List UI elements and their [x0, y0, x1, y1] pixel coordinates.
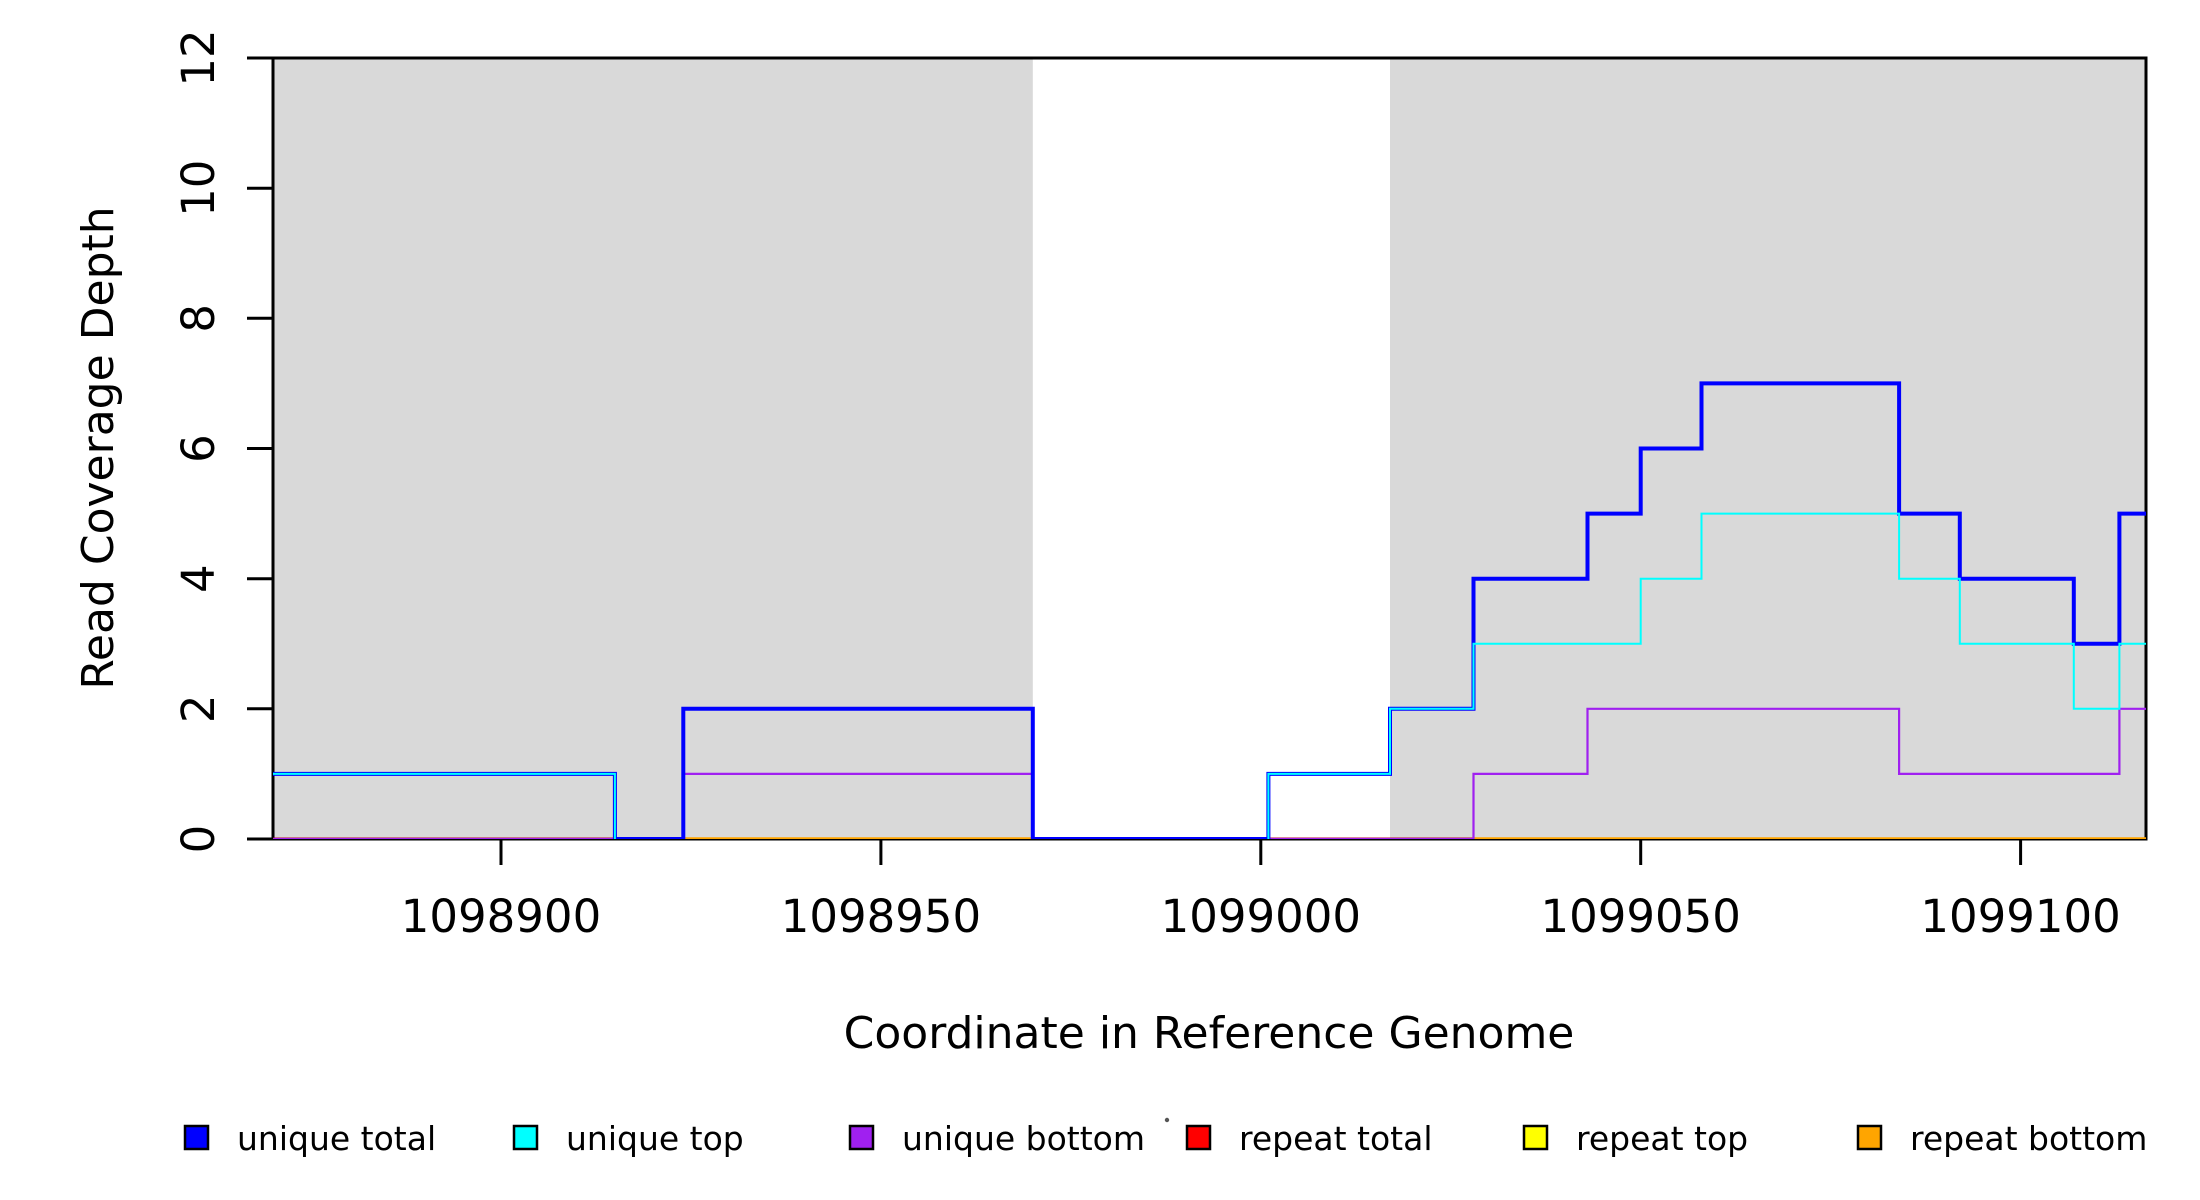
y-tick-label: 4: [172, 564, 225, 593]
x-tick-label: 1099100: [1920, 890, 2120, 943]
right-repeat-region: [1390, 58, 2146, 839]
repeat-region-shading: [273, 58, 2146, 839]
series-lines: [273, 381, 2146, 839]
legend-swatch-unique-top: [512, 1124, 539, 1151]
legend-swatch-unique-total: [183, 1124, 210, 1151]
series-line-unique-total: [273, 381, 2146, 839]
legend-swatch-repeat-bottom: [1856, 1124, 1883, 1151]
legend-label-repeat-bottom: repeat bottom: [1910, 1119, 2147, 1158]
legend-item-unique-top: unique top: [512, 1119, 744, 1158]
series-line-unique-bottom: [273, 707, 2146, 839]
series-line-unique-top: [273, 512, 2146, 839]
y-tick-label: 10: [172, 160, 225, 217]
y-tick-label: 2: [172, 694, 225, 723]
legend-label-repeat-top: repeat top: [1576, 1119, 1748, 1158]
x-axis: 1098900 1098950 1099000 1099050 1099100: [401, 839, 2121, 943]
y-tick-label: 0: [172, 825, 225, 854]
x-tick-label: 1098900: [401, 890, 601, 943]
x-axis-title: Coordinate in Reference Genome: [844, 1008, 1575, 1059]
legend-swatch-unique-bottom: [848, 1124, 875, 1151]
x-tick-label: 1098950: [781, 890, 981, 943]
legend-item-unique-total: unique total: [183, 1119, 436, 1158]
legend-item-repeat-total: repeat total: [1185, 1119, 1433, 1158]
legend-swatch-repeat-total: [1185, 1124, 1212, 1151]
legend-item-unique-bottom: unique bottom: [848, 1119, 1145, 1158]
left-repeat-region: [273, 58, 1033, 839]
stray-dot: [1164, 1117, 1170, 1123]
legend-label-repeat-total: repeat total: [1239, 1119, 1433, 1158]
legend-label-unique-top: unique top: [566, 1119, 744, 1158]
x-tick-label: 1099050: [1540, 890, 1740, 943]
legend-item-repeat-top: repeat top: [1522, 1119, 1748, 1158]
x-tick-label: 1099000: [1161, 890, 1361, 943]
y-tick-label: 6: [172, 434, 225, 463]
y-axis: 0 2 4 6 8 10 12: [172, 29, 273, 853]
y-tick-label: 12: [172, 29, 225, 86]
legend: unique total unique top unique bottom repea…: [183, 1119, 2147, 1158]
y-axis-title: Read Coverage Depth: [73, 206, 124, 689]
legend-swatch-repeat-top: [1522, 1124, 1549, 1151]
legend-label-unique-bottom: unique bottom: [902, 1119, 1145, 1158]
y-tick-label: 8: [172, 304, 225, 333]
legend-label-unique-total: unique total: [237, 1119, 436, 1158]
legend-item-repeat-bottom: repeat bottom: [1856, 1119, 2147, 1158]
